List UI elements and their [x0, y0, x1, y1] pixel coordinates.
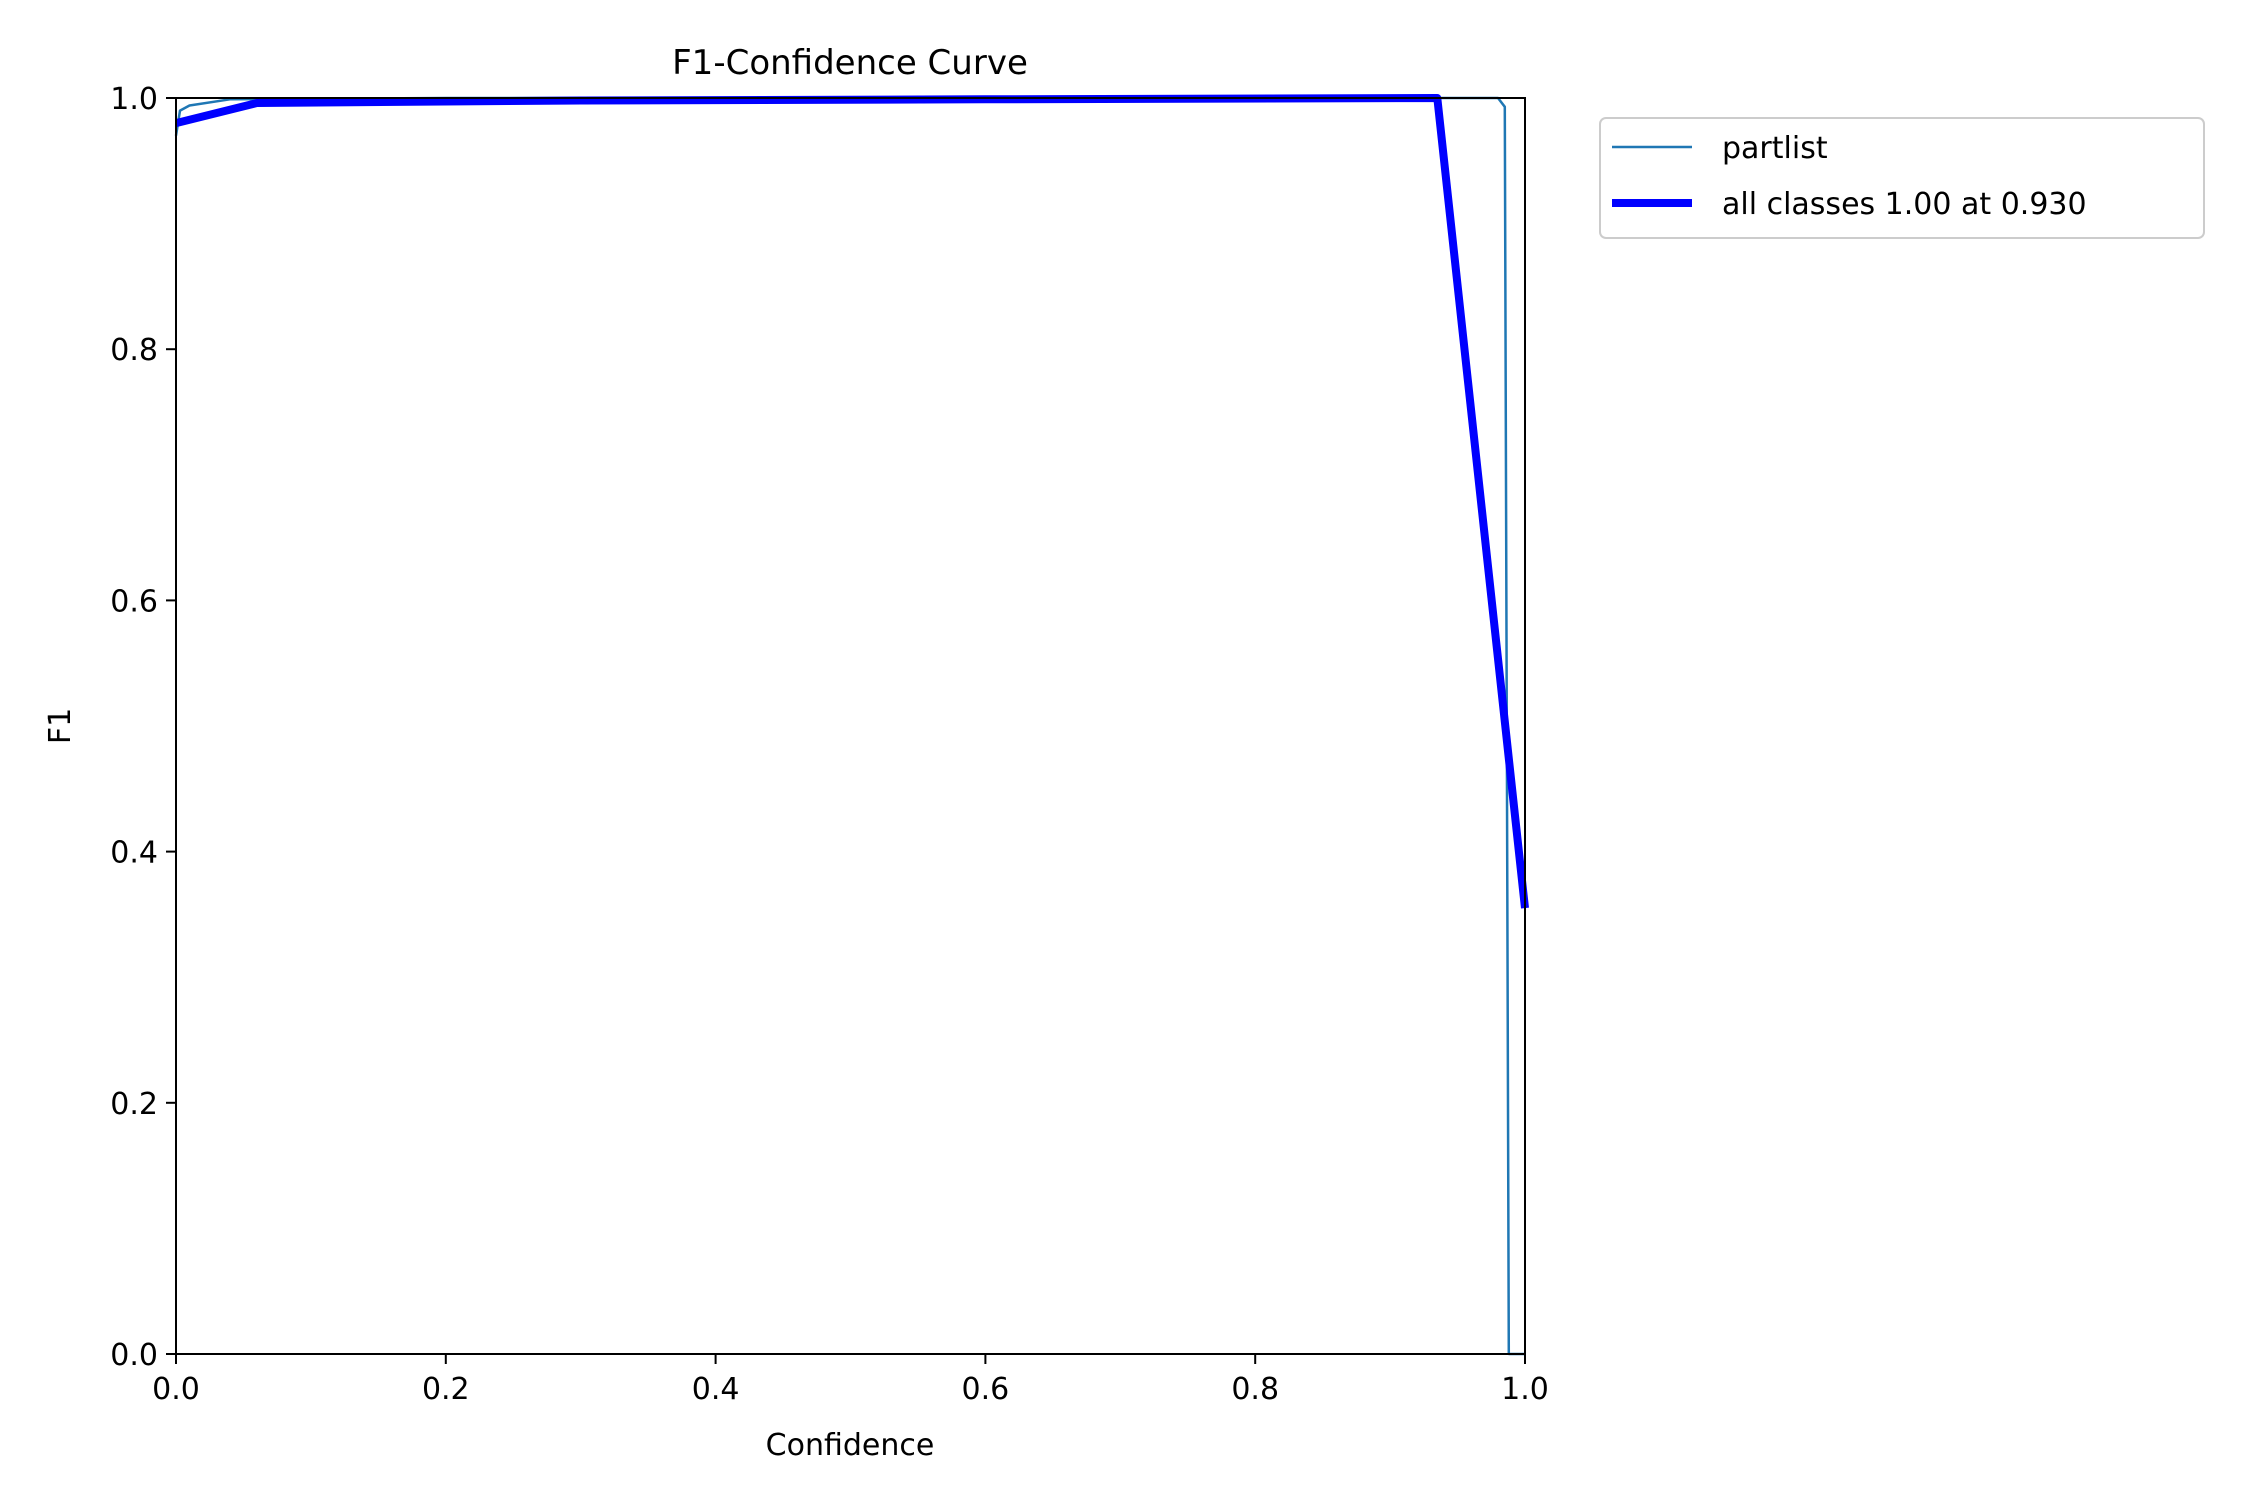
y-tick-label: 0.2 [110, 1087, 158, 1122]
y-tick-label: 1.0 [110, 82, 158, 117]
x-tick-label: 0.6 [962, 1372, 1010, 1407]
x-axis-ticks: 0.0 0.2 0.4 0.6 0.8 1.0 [152, 1354, 1549, 1407]
x-tick-label: 1.0 [1501, 1372, 1549, 1407]
y-tick-label: 0.4 [110, 836, 158, 871]
y-tick-label: 0.8 [110, 333, 158, 368]
x-axis-label: Confidence [766, 1428, 935, 1463]
y-tick-label: 0.0 [110, 1338, 158, 1373]
x-tick-label: 0.0 [152, 1372, 200, 1407]
plot-frame [175, 97, 1526, 1355]
x-tick-label: 0.2 [422, 1372, 470, 1407]
series-line-all-classes [175, 94, 1529, 909]
y-tick-label: 0.6 [110, 584, 158, 619]
y-axis-ticks: 0.0 0.2 0.4 0.6 0.8 1.0 [110, 82, 176, 1373]
x-tick-label: 0.8 [1231, 1372, 1279, 1407]
x-tick-label: 0.4 [692, 1372, 740, 1407]
legend-label-all-classes: all classes 1.00 at 0.930 [1722, 187, 2087, 222]
y-axis-label: F1 [43, 708, 78, 744]
legend-box [1599, 117, 2205, 239]
legend: partlist all classes 1.00 at 0.930 [1599, 117, 2205, 239]
legend-label-partlist: partlist [1722, 131, 1828, 166]
chart-title: F1-Confidence Curve [672, 43, 1028, 83]
